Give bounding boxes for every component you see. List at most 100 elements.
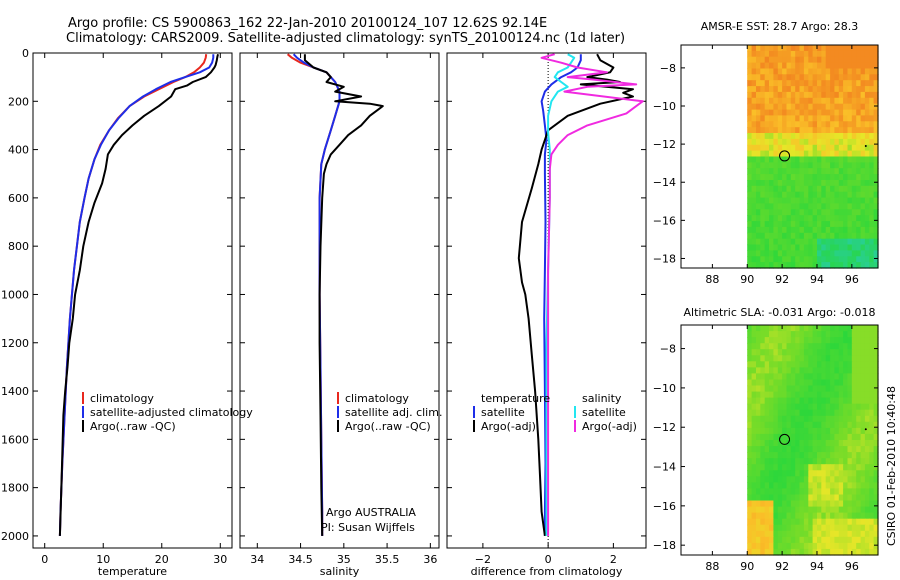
map-cell [856, 97, 862, 105]
map-cell [830, 74, 836, 81]
map-cell [760, 548, 766, 556]
map-cell [790, 415, 796, 423]
map-cell [782, 68, 788, 75]
map-cell [830, 244, 836, 251]
map-cell [764, 121, 770, 128]
map-cell [860, 197, 866, 205]
map-cell [821, 427, 827, 435]
map-cell [795, 452, 801, 459]
map-cell [825, 45, 831, 52]
map-cell [817, 349, 822, 356]
map-cell [812, 506, 818, 514]
map-cell [864, 452, 870, 459]
map-cell [769, 331, 774, 338]
map-cell [795, 337, 801, 344]
map-cell [851, 343, 857, 350]
map-cell [830, 221, 836, 228]
map-cell [838, 127, 844, 134]
map-cell [838, 415, 844, 423]
map-cell [864, 138, 870, 146]
map-cell [782, 144, 788, 152]
map-cell [830, 506, 836, 514]
map-cell [830, 45, 836, 52]
map-cell [747, 109, 753, 117]
map-cell [795, 548, 801, 556]
map-cell [795, 397, 801, 405]
map-cell [799, 250, 805, 257]
map-cell [803, 397, 809, 405]
map-cell [864, 144, 870, 152]
map-cell [856, 197, 862, 205]
map-cell [825, 185, 831, 193]
map-cell [786, 482, 792, 490]
map-cell [747, 361, 753, 368]
map-cell [851, 355, 857, 362]
x-tick-label: 35 [337, 553, 351, 566]
map-cell [795, 250, 801, 257]
map-cell [869, 494, 875, 502]
map-cell [856, 203, 862, 210]
map-cell [817, 74, 822, 81]
map-cell [782, 379, 788, 387]
map-cell [790, 343, 796, 350]
map-cell [751, 488, 757, 496]
map-cell [851, 427, 857, 435]
map-cell [773, 127, 779, 134]
map-cell [764, 397, 770, 405]
map-cell [803, 256, 809, 263]
map-cell [838, 506, 844, 514]
map-cell [869, 446, 875, 453]
map-cell [799, 91, 805, 99]
map-cell [821, 440, 827, 447]
map-cell [864, 403, 870, 411]
map-cell [769, 446, 774, 453]
map-cell [803, 452, 809, 459]
map-cell [825, 232, 831, 240]
map-cell [834, 168, 840, 175]
map-cell [834, 476, 840, 483]
map-cell [803, 103, 809, 111]
map-cell [860, 215, 866, 222]
map-cell [817, 440, 822, 447]
map-cell [782, 325, 788, 332]
map-cell [851, 440, 857, 447]
map-cell [756, 215, 761, 222]
map-cell [825, 385, 831, 393]
map-cell [786, 244, 792, 251]
map-cell [821, 138, 827, 146]
map-cell [860, 331, 866, 338]
map-cell [843, 494, 849, 502]
map-cell [760, 109, 766, 117]
map-cell [751, 397, 757, 405]
map-cell [864, 168, 870, 175]
map-cell [795, 156, 801, 163]
map-cell [817, 168, 822, 175]
map-cell [825, 470, 831, 477]
map-cell [790, 162, 796, 169]
map-cell [760, 103, 766, 111]
map-cell [864, 530, 870, 538]
map-cell [869, 482, 875, 490]
temperature-profile-panel: 0 10 20 30020040060080010001200140016001800… [1, 47, 233, 578]
map-cell [812, 109, 818, 117]
map-cell [769, 56, 774, 64]
map-cell [786, 45, 792, 52]
map-cell [838, 512, 844, 520]
map-cell [808, 50, 814, 58]
map-cell [834, 91, 840, 99]
map-cell [760, 518, 766, 526]
map-cell [756, 494, 761, 502]
map-cell [843, 97, 849, 105]
map-cell [851, 232, 857, 240]
map-cell [873, 518, 879, 526]
map-cell [808, 197, 814, 205]
map-cell [825, 337, 831, 344]
map-cell [860, 103, 866, 111]
map-cell [830, 361, 836, 368]
map-cell [869, 244, 875, 251]
legend-label-satellite: satellite-adjusted climatology [90, 406, 253, 419]
map-cell [799, 180, 805, 187]
map-cell [843, 349, 849, 356]
map-cell [825, 409, 831, 417]
map-cell [817, 86, 822, 93]
